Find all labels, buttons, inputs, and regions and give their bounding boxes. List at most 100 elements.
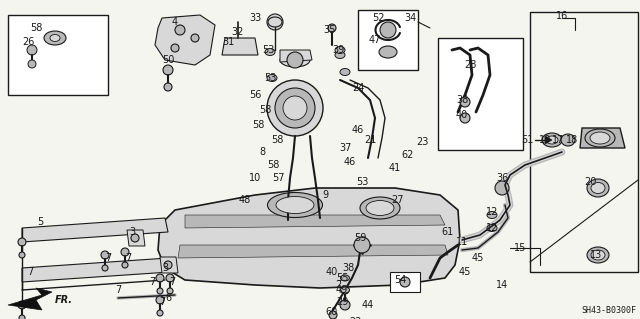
Text: 15: 15 bbox=[514, 243, 526, 253]
Circle shape bbox=[131, 234, 139, 242]
Ellipse shape bbox=[268, 192, 323, 218]
Text: 16: 16 bbox=[556, 11, 568, 21]
Text: 33: 33 bbox=[249, 13, 261, 23]
Text: 58: 58 bbox=[271, 135, 283, 145]
Circle shape bbox=[19, 252, 25, 258]
Ellipse shape bbox=[335, 47, 345, 54]
Circle shape bbox=[380, 22, 396, 38]
Ellipse shape bbox=[340, 69, 350, 76]
Polygon shape bbox=[185, 215, 445, 228]
Circle shape bbox=[267, 14, 283, 30]
Text: 59: 59 bbox=[354, 233, 366, 243]
Text: 24: 24 bbox=[352, 83, 364, 93]
Text: 19: 19 bbox=[539, 135, 551, 145]
Circle shape bbox=[163, 65, 173, 75]
Circle shape bbox=[27, 45, 37, 55]
Text: 52: 52 bbox=[372, 13, 384, 23]
Circle shape bbox=[19, 315, 25, 319]
Polygon shape bbox=[22, 258, 170, 282]
Circle shape bbox=[157, 288, 163, 294]
Text: 21: 21 bbox=[364, 135, 376, 145]
Text: 8: 8 bbox=[259, 147, 265, 157]
Text: 62: 62 bbox=[402, 150, 414, 160]
Text: 46: 46 bbox=[352, 125, 364, 135]
Text: 32: 32 bbox=[231, 27, 243, 37]
Text: 2: 2 bbox=[335, 280, 341, 290]
Bar bbox=[390, 272, 420, 292]
Text: 56: 56 bbox=[249, 90, 261, 100]
Text: 12: 12 bbox=[486, 207, 498, 217]
Ellipse shape bbox=[276, 197, 314, 213]
Polygon shape bbox=[178, 245, 448, 258]
Ellipse shape bbox=[587, 179, 609, 197]
Text: 7: 7 bbox=[125, 253, 131, 263]
Ellipse shape bbox=[50, 34, 60, 41]
Circle shape bbox=[329, 311, 337, 319]
Circle shape bbox=[460, 113, 470, 123]
Circle shape bbox=[341, 286, 349, 294]
Ellipse shape bbox=[542, 133, 562, 147]
Text: 18: 18 bbox=[566, 135, 578, 145]
Text: 23: 23 bbox=[416, 137, 428, 147]
Text: 51: 51 bbox=[521, 135, 533, 145]
Circle shape bbox=[400, 277, 410, 287]
Polygon shape bbox=[160, 257, 178, 273]
Circle shape bbox=[283, 96, 307, 120]
Text: 39: 39 bbox=[332, 45, 344, 55]
Ellipse shape bbox=[487, 225, 497, 232]
Bar bbox=[530, 12, 638, 272]
Circle shape bbox=[157, 310, 163, 316]
Text: 41: 41 bbox=[389, 163, 401, 173]
Text: 7: 7 bbox=[27, 267, 33, 277]
Circle shape bbox=[287, 52, 303, 68]
Text: 13: 13 bbox=[590, 250, 602, 260]
Text: 53: 53 bbox=[262, 45, 274, 55]
Circle shape bbox=[166, 274, 174, 282]
Text: 27: 27 bbox=[392, 195, 404, 205]
Circle shape bbox=[101, 251, 109, 259]
Text: 34: 34 bbox=[404, 13, 416, 23]
Ellipse shape bbox=[590, 132, 610, 144]
Text: 58: 58 bbox=[252, 120, 264, 130]
Circle shape bbox=[460, 97, 470, 107]
Text: 58: 58 bbox=[30, 23, 42, 33]
Text: 20: 20 bbox=[584, 177, 596, 187]
Polygon shape bbox=[155, 15, 215, 65]
Ellipse shape bbox=[591, 182, 605, 194]
Polygon shape bbox=[280, 50, 312, 62]
Ellipse shape bbox=[366, 201, 394, 216]
Text: 45: 45 bbox=[459, 267, 471, 277]
Circle shape bbox=[171, 44, 179, 52]
Ellipse shape bbox=[360, 197, 400, 219]
Ellipse shape bbox=[265, 48, 275, 56]
Text: 6: 6 bbox=[165, 293, 171, 303]
Text: 47: 47 bbox=[369, 35, 381, 45]
Text: 61: 61 bbox=[441, 227, 453, 237]
Circle shape bbox=[167, 288, 173, 294]
Text: 3: 3 bbox=[129, 227, 135, 237]
Text: 40: 40 bbox=[456, 110, 468, 120]
Text: 12: 12 bbox=[486, 223, 498, 233]
Text: 49: 49 bbox=[336, 285, 348, 295]
Circle shape bbox=[102, 265, 108, 271]
Circle shape bbox=[275, 88, 315, 128]
Text: 4: 4 bbox=[172, 17, 178, 27]
Ellipse shape bbox=[340, 287, 349, 293]
Ellipse shape bbox=[546, 136, 558, 144]
Text: 58: 58 bbox=[267, 160, 279, 170]
Ellipse shape bbox=[487, 211, 497, 219]
Text: 17: 17 bbox=[552, 135, 564, 145]
Ellipse shape bbox=[379, 46, 397, 58]
Polygon shape bbox=[127, 230, 145, 246]
Text: SH43-B0300F: SH43-B0300F bbox=[581, 306, 636, 315]
Ellipse shape bbox=[585, 129, 615, 147]
Ellipse shape bbox=[267, 75, 277, 81]
Text: 3: 3 bbox=[162, 263, 168, 273]
Text: 45: 45 bbox=[472, 253, 484, 263]
Text: 55: 55 bbox=[336, 273, 348, 283]
Ellipse shape bbox=[44, 31, 66, 45]
Text: 50: 50 bbox=[162, 55, 174, 65]
Circle shape bbox=[267, 80, 323, 136]
Circle shape bbox=[495, 181, 509, 195]
Polygon shape bbox=[222, 38, 258, 55]
